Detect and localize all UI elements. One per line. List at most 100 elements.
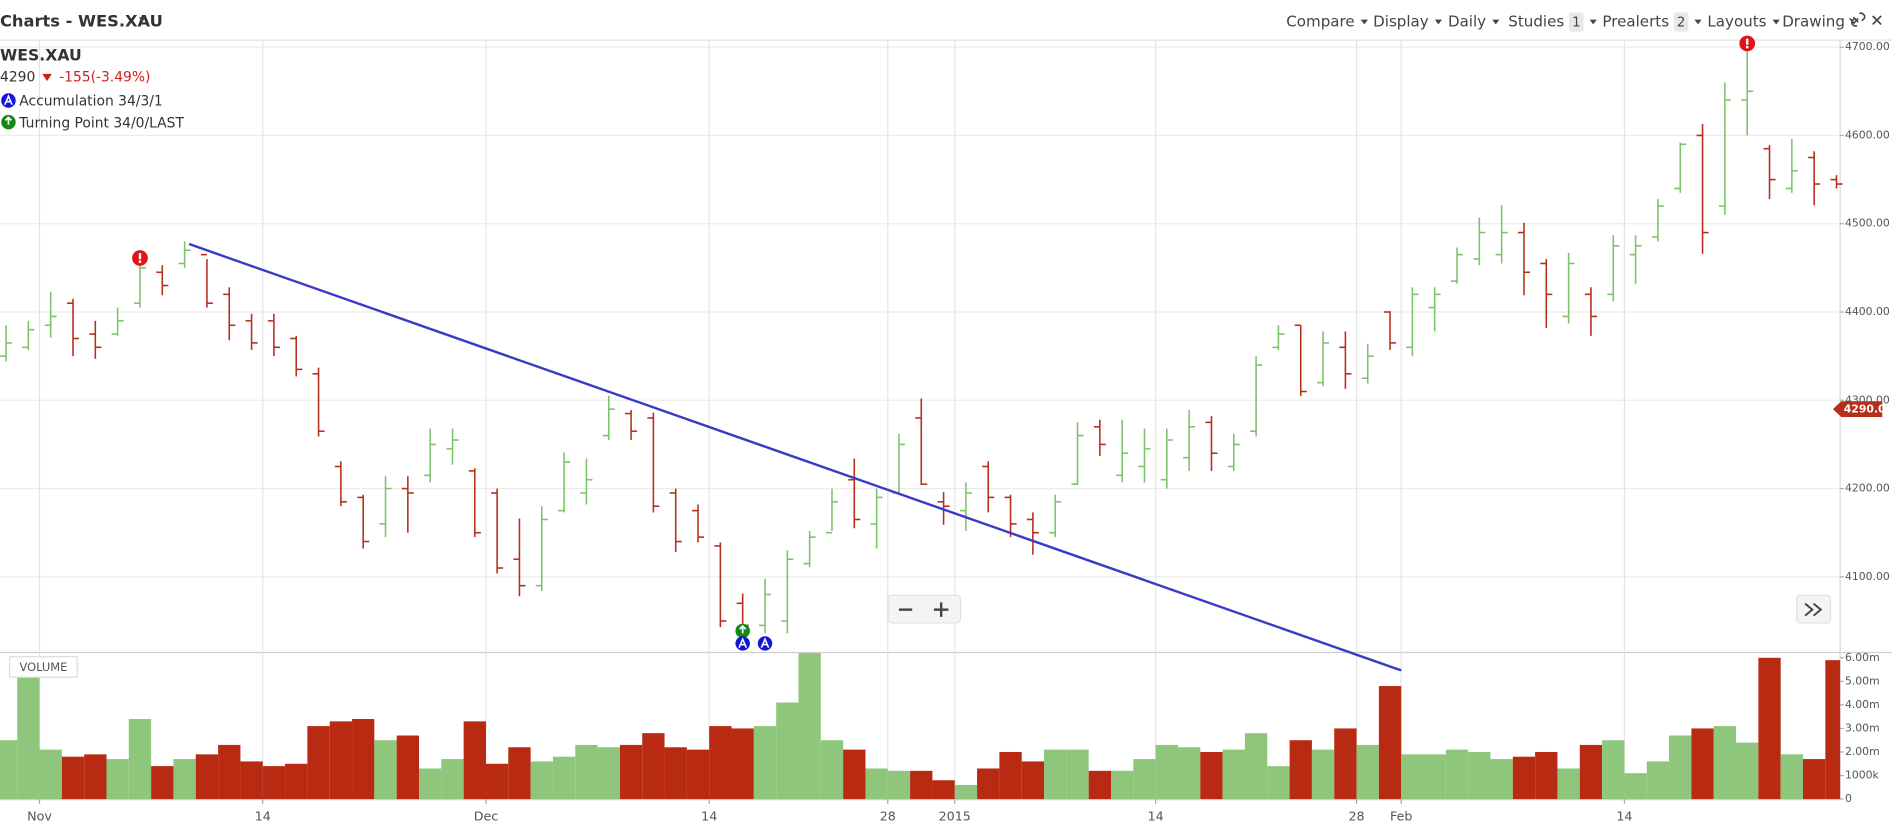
volume-bar <box>597 747 620 800</box>
trendline <box>188 242 1402 672</box>
volume-bar <box>1289 740 1312 800</box>
ohlc-bar <box>1183 409 1196 471</box>
volume-bar <box>1557 768 1580 800</box>
symbol: WES.XAU <box>0 45 82 64</box>
ohlc-bar <box>1004 494 1017 538</box>
ohlc-bar <box>1584 287 1597 336</box>
ohlc-bar <box>1272 325 1285 350</box>
ohlc-bar <box>1696 123 1709 254</box>
ohlc-bar <box>1339 331 1352 389</box>
ohlc-bar <box>781 550 794 634</box>
menu-caret <box>1694 19 1702 25</box>
volume-bar <box>1691 728 1714 800</box>
ohlc-bar <box>513 518 526 597</box>
accumulation-marker[interactable] <box>757 636 773 651</box>
x-tick-label: 28 <box>1349 809 1365 824</box>
ohlc-bar <box>1540 259 1553 328</box>
ohlc-bar <box>357 494 370 549</box>
ohlc-bar <box>312 367 325 437</box>
menu-item[interactable]: Drawing <box>1782 13 1845 31</box>
ohlc-bar <box>1808 151 1821 206</box>
volume-bar <box>1021 761 1045 800</box>
accumulation-marker[interactable] <box>735 636 750 651</box>
menu-item[interactable]: Layouts <box>1707 13 1766 31</box>
menu-badge-count: 1 <box>1572 16 1580 31</box>
y-tick-label: 3.00m <box>1845 721 1880 734</box>
volume-bar <box>575 744 598 800</box>
volume-bar <box>1044 749 1067 800</box>
volume-bar <box>1803 759 1826 800</box>
ohlc-bar <box>1763 145 1776 200</box>
volume-bar <box>1244 733 1268 800</box>
volume-bar <box>173 759 196 800</box>
ohlc-bar <box>267 313 280 357</box>
volume-bar <box>1512 756 1536 800</box>
ohlc-bar <box>1495 205 1508 264</box>
link-icon[interactable] <box>1851 12 1866 27</box>
menu-item[interactable]: Compare <box>1286 13 1354 31</box>
ohlc-bar <box>915 398 928 486</box>
alert-glyph <box>1745 38 1749 45</box>
page-title[interactable]: Charts - WES.XAU <box>0 12 163 31</box>
scroll-right-button[interactable] <box>1796 594 1832 624</box>
volume-bar <box>753 726 777 800</box>
volume-bar <box>1579 744 1603 800</box>
ohlc-bar <box>22 320 35 350</box>
ohlc-bar <box>468 468 481 538</box>
ohlc-bar <box>1250 356 1263 437</box>
volume-bar <box>910 770 933 800</box>
volume-bar <box>39 749 62 800</box>
menu-item[interactable]: Daily <box>1448 13 1486 31</box>
turning-point-marker[interactable] <box>735 623 750 639</box>
volume-bar <box>1401 754 1424 800</box>
study-icon-glyph <box>4 116 13 125</box>
x-tick-label: 14 <box>701 809 717 824</box>
ohlc-bar <box>1562 252 1575 324</box>
volume-bar <box>1334 728 1357 800</box>
ohlc-bar <box>1026 512 1039 555</box>
close-icon[interactable] <box>1872 15 1882 26</box>
menu-caret <box>1434 19 1443 25</box>
alert-marker[interactable] <box>132 250 148 266</box>
ohlc-bar <box>66 298 80 357</box>
volume-bar <box>419 768 442 800</box>
volume-bar <box>619 744 643 800</box>
menu-item[interactable]: Studies <box>1508 13 1564 31</box>
ohlc-bar <box>580 458 593 505</box>
ohlc-bar <box>223 287 236 341</box>
volume-bar <box>776 702 799 800</box>
ohlc-bar <box>111 307 124 336</box>
menu-badge <box>1569 12 1584 32</box>
y-tick-label: 6.00m <box>1845 651 1880 664</box>
volume-bar <box>1535 751 1558 800</box>
menu-caret <box>1492 19 1500 25</box>
ohlc-bar <box>44 291 57 338</box>
volume-bar <box>1177 747 1201 800</box>
volume-bar <box>686 749 710 800</box>
menu-item[interactable]: Prealerts <box>1602 13 1669 31</box>
x-tick-label: Nov <box>27 809 52 824</box>
y-tick-label: 0 <box>1845 792 1852 805</box>
change: -155(-3.49%) <box>59 70 150 86</box>
ohlc-bar <box>1138 428 1151 483</box>
title-caret <box>138 17 147 23</box>
study-icon-glyph <box>4 94 13 105</box>
volume-bar <box>664 747 687 800</box>
ohlc-bar <box>1317 331 1330 387</box>
alert-marker[interactable] <box>1739 35 1756 52</box>
volume-bar <box>1200 751 1223 800</box>
menu-item[interactable]: Display <box>1373 13 1429 31</box>
menu-caret <box>1772 19 1780 25</box>
ohlc-bar <box>1741 50 1754 136</box>
ohlc-bar <box>1071 422 1084 486</box>
volume-bar <box>709 726 732 800</box>
volume-bar <box>1646 761 1670 800</box>
ohlc-bar <box>1651 199 1664 242</box>
ohlc-bar <box>625 409 638 441</box>
down-arrow <box>42 73 52 82</box>
volume-bar <box>106 759 129 800</box>
ohlc-bar <box>1384 311 1397 350</box>
volume-bar <box>463 721 486 800</box>
volume-bar <box>1758 657 1781 800</box>
